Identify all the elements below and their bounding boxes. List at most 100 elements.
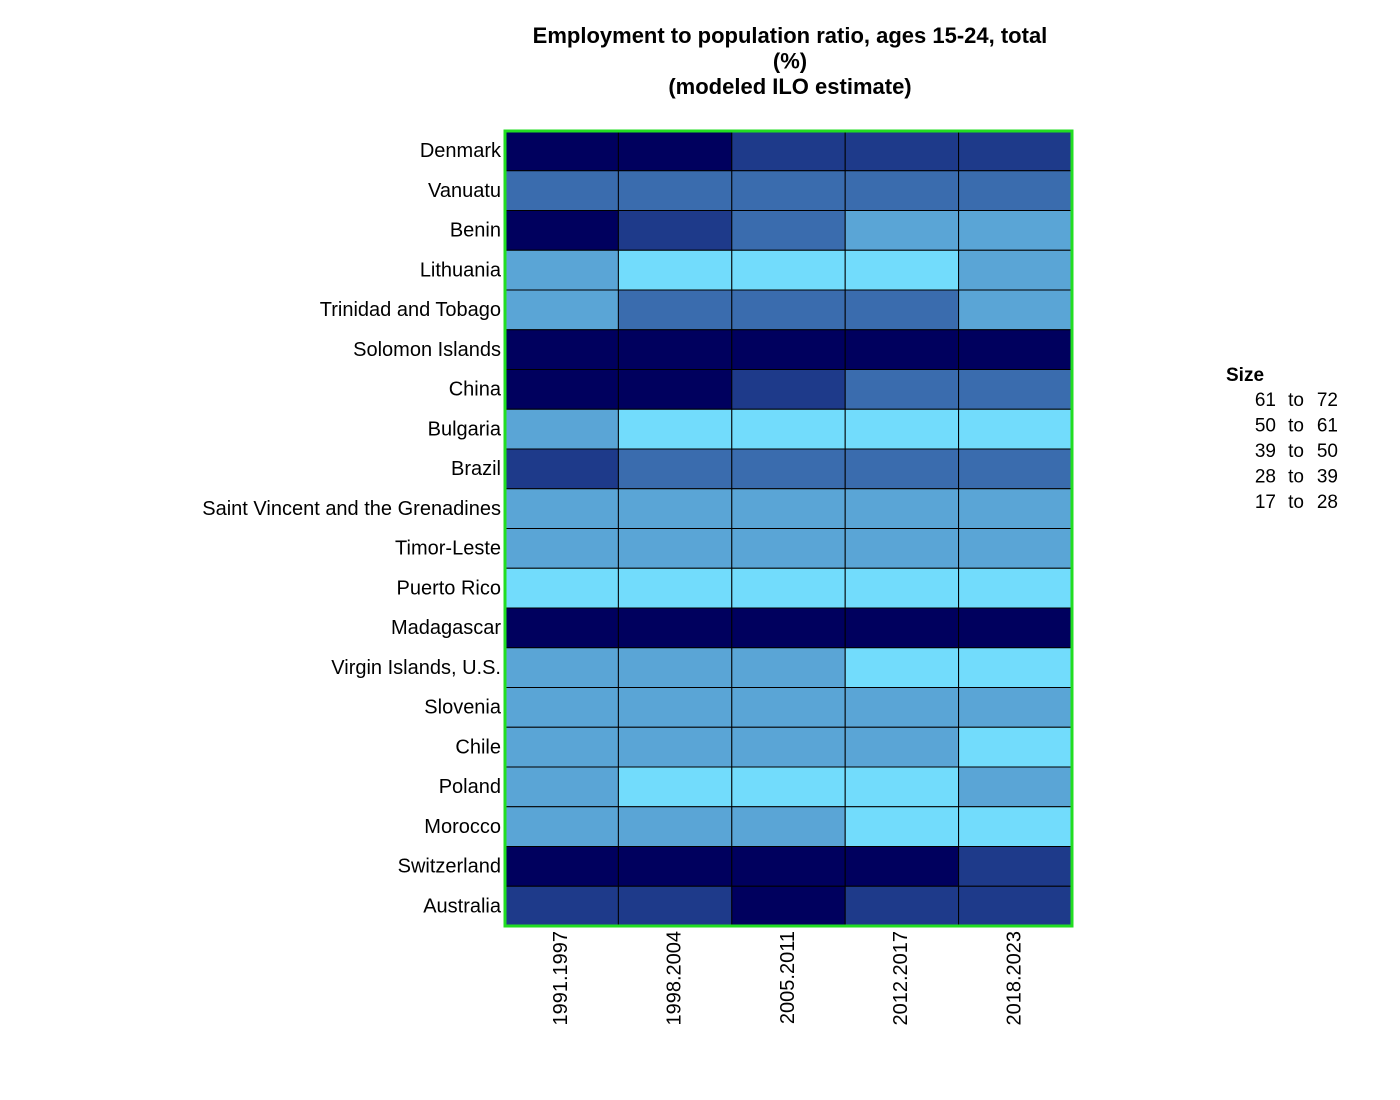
heatmap-cell [504, 170, 619, 211]
heatmap-cell [617, 488, 733, 529]
row-label: China [449, 379, 502, 401]
heatmap-cell [617, 647, 733, 688]
heatmap-cell [504, 766, 619, 808]
row-label: Virgin Islands, U.S. [331, 657, 501, 679]
plot-border [503, 129, 1074, 928]
heatmap-cell [731, 130, 846, 172]
heatmap-cell [844, 249, 960, 291]
heatmap-cell [731, 448, 846, 490]
heatmap-cell [958, 528, 1073, 569]
heatmap-cell [844, 647, 960, 688]
legend-separator: to [1288, 390, 1304, 411]
heatmap-cell [844, 528, 960, 569]
column-label: 2018.2023 [1004, 931, 1026, 1026]
heatmap-cell [731, 726, 846, 768]
heatmap-cell [958, 647, 1073, 688]
heatmap-cell [731, 567, 846, 609]
row-label: Chile [455, 736, 501, 758]
heatmap-cell [731, 806, 846, 847]
heatmap-cell [844, 806, 960, 847]
chart-title: (%) [773, 48, 807, 73]
heatmap-cell [958, 607, 1073, 649]
legend-to: 39 [1317, 467, 1338, 488]
heatmap-cell [844, 687, 960, 728]
heatmap-cell [958, 369, 1073, 410]
legend-separator: to [1288, 492, 1304, 513]
heatmap-cell [731, 488, 846, 529]
heatmap-cell [504, 369, 619, 410]
heatmap-cell [504, 448, 619, 490]
legend-from: 17 [1255, 492, 1276, 513]
heatmap-cell [844, 448, 960, 490]
heatmap-cell [958, 846, 1073, 887]
heatmap-cell [958, 806, 1073, 847]
heatmap-cell [617, 130, 733, 172]
row-label: Benin [450, 220, 501, 242]
row-label: Solomon Islands [353, 339, 501, 361]
heatmap-cell [844, 766, 960, 808]
heatmap-cell [844, 846, 960, 887]
heatmap-cell [731, 369, 846, 410]
heatmap-cell [844, 289, 960, 331]
heatmap-cell [958, 726, 1073, 768]
legend-to: 61 [1317, 416, 1338, 437]
heatmap-cell [731, 249, 846, 291]
heatmap-cell [617, 289, 733, 331]
heatmap-cell [844, 210, 960, 251]
heatmap-cell [731, 329, 846, 370]
heatmap-cell [617, 249, 733, 291]
heatmap-cell [958, 766, 1073, 808]
heatmap-cell [844, 488, 960, 529]
row-label: Vanuatu [428, 180, 501, 202]
heatmap-cell [958, 567, 1073, 609]
heatmap-cell [504, 687, 619, 728]
heatmap-cell [617, 170, 733, 211]
heatmap-cell [504, 408, 619, 450]
heatmap-cell [844, 408, 960, 450]
heatmap-cell [958, 170, 1073, 211]
row-label: Puerto Rico [397, 577, 502, 599]
row-label: Brazil [451, 458, 501, 480]
heatmap-cell [504, 846, 619, 887]
heatmap-cell [504, 210, 619, 251]
heatmap-cell [844, 726, 960, 768]
legend-from: 50 [1255, 416, 1276, 437]
row-label: Morocco [424, 816, 501, 838]
heatmap-cell [958, 687, 1073, 728]
heatmap-cell [958, 408, 1073, 450]
heatmap-cell [731, 607, 846, 649]
heatmap-cell [731, 289, 846, 331]
heatmap-cell [731, 687, 846, 728]
heatmap-cell [617, 528, 733, 569]
heatmap-cell [504, 130, 619, 172]
heatmap-cell [844, 170, 960, 211]
row-label: Saint Vincent and the Grenadines [202, 498, 501, 520]
heatmap-cell [504, 806, 619, 847]
heatmap-cell [504, 567, 619, 609]
heatmap-cell [617, 766, 733, 808]
row-label: Lithuania [420, 259, 502, 281]
heatmap-cell [617, 329, 733, 370]
heatmap-cell [617, 806, 733, 847]
heatmap-cell [617, 448, 733, 490]
column-label: 2005.2011 [777, 931, 799, 1024]
row-label: Poland [439, 776, 501, 798]
heatmap-cell [731, 885, 846, 927]
chart-title: Employment to population ratio, ages 15-… [533, 23, 1048, 48]
row-label: Trinidad and Tobago [320, 299, 501, 321]
heatmap-cell [504, 289, 619, 331]
heatmap-cell [617, 210, 733, 251]
heatmap-cell [731, 210, 846, 251]
row-label: Switzerland [398, 856, 501, 878]
heatmap-cell [617, 567, 733, 609]
row-label: Australia [423, 895, 502, 917]
legend-from: 28 [1255, 467, 1276, 488]
heatmap-cell [958, 329, 1073, 370]
heatmap-cell [731, 170, 846, 211]
column-label: 1998.2004 [663, 931, 685, 1026]
row-label: Bulgaria [428, 418, 502, 440]
row-label: Slovenia [424, 697, 502, 719]
heatmap-cell [731, 846, 846, 887]
row-label: Denmark [420, 140, 502, 162]
